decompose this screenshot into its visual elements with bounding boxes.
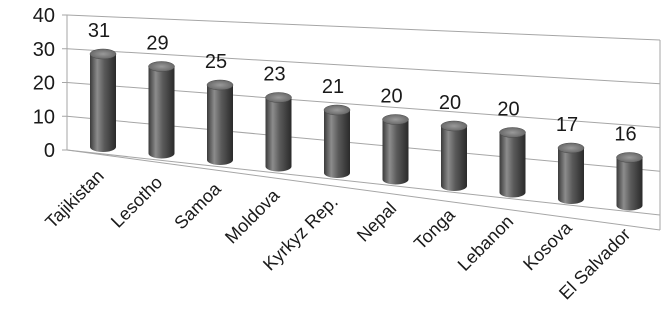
bar (323, 104, 351, 178)
gridline (66, 149, 661, 216)
y-tick-label: 20 (33, 73, 55, 95)
x-tick-label: Lebanon (454, 211, 518, 275)
bar-body (499, 132, 526, 198)
data-label: 20 (380, 86, 402, 108)
data-label: 29 (146, 33, 168, 55)
data-label: 16 (614, 124, 636, 146)
bar-cap (148, 61, 175, 72)
bar (557, 142, 585, 204)
data-labels: 31 29 25 23 21 20 20 20 17 16 (88, 20, 637, 146)
bar-cap (616, 152, 643, 163)
bar-body (558, 148, 584, 204)
gridline (66, 14, 661, 41)
bar-body (90, 54, 116, 152)
x-tick-label: Nepal (353, 198, 400, 245)
bar (206, 79, 234, 165)
bar-body (382, 119, 409, 185)
bars (89, 48, 643, 211)
x-tick-label: Samoa (170, 178, 225, 233)
bar (148, 61, 175, 159)
x-tick-label: Tonga (410, 204, 460, 254)
x-tick-label: Moldova (221, 184, 284, 247)
bar-body (616, 157, 643, 211)
data-label: 25 (205, 51, 227, 73)
y-axis: 0 10 20 30 40 (33, 5, 68, 162)
x-tick-label: Tajikistan (41, 166, 107, 232)
bar-body (324, 110, 350, 178)
bar-cap (265, 92, 292, 103)
floor-edge (66, 149, 661, 231)
bar-cap (206, 79, 234, 91)
y-tick-label: 30 (33, 39, 55, 61)
bar-body (441, 126, 467, 191)
bar-cap (382, 114, 409, 125)
data-label: 23 (263, 64, 285, 86)
y-tick-label: 10 (33, 106, 55, 128)
data-label: 20 (439, 92, 461, 114)
bar-cap (89, 48, 117, 60)
bar-cap (440, 120, 468, 132)
y-tick-label: 0 (44, 140, 55, 162)
bar (616, 152, 643, 211)
bar (265, 92, 292, 172)
bar-cap (499, 127, 526, 138)
data-label: 17 (556, 114, 578, 136)
y-tick-label: 40 (33, 5, 55, 27)
bar-cap (557, 142, 585, 154)
x-tick-label: Lesotho (107, 172, 166, 231)
bar (499, 127, 526, 198)
bar-body (265, 97, 292, 172)
data-label: 31 (88, 20, 110, 42)
bar-cap (323, 104, 351, 116)
bar (89, 48, 117, 152)
data-label: 21 (322, 76, 344, 98)
bar-body (148, 66, 175, 159)
bar-body (207, 85, 233, 165)
gridline (66, 48, 661, 85)
data-label: 20 (497, 99, 519, 121)
bar (440, 120, 468, 191)
bar (382, 114, 409, 185)
x-tick-label: Kosova (519, 217, 576, 274)
